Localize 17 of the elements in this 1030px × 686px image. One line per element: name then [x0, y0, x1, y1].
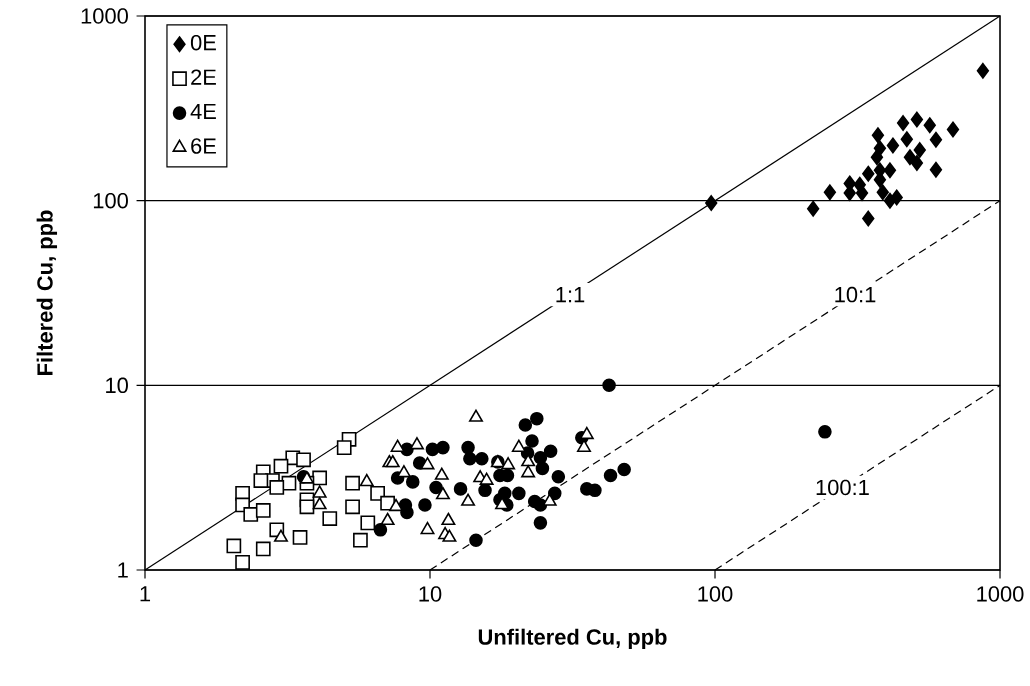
x-tick-label: 1000	[977, 586, 1024, 602]
annotation: 10:1	[835, 286, 876, 303]
x-tick-label: 100	[698, 586, 733, 602]
y-axis-title: Filtered Cu, ppb	[36, 210, 58, 375]
legend-label: 2E	[191, 69, 216, 85]
annotation: 100:1	[816, 479, 869, 496]
y-tick-label: 10	[106, 377, 128, 394]
x-tick-label: 10	[419, 586, 442, 602]
legend-label: 4E	[190, 103, 216, 120]
y-tick-label: 100	[93, 192, 128, 209]
x-tick-label: 1	[140, 586, 151, 602]
y-tick-label: 1000	[81, 8, 128, 24]
annotation: 1:1	[556, 287, 585, 303]
legend-label: 0E	[190, 34, 216, 51]
x-axis-title: Unfiltered Cu, ppb	[478, 628, 667, 650]
y-tick-label: 1	[118, 562, 128, 578]
legend-label: 6E	[191, 138, 216, 154]
